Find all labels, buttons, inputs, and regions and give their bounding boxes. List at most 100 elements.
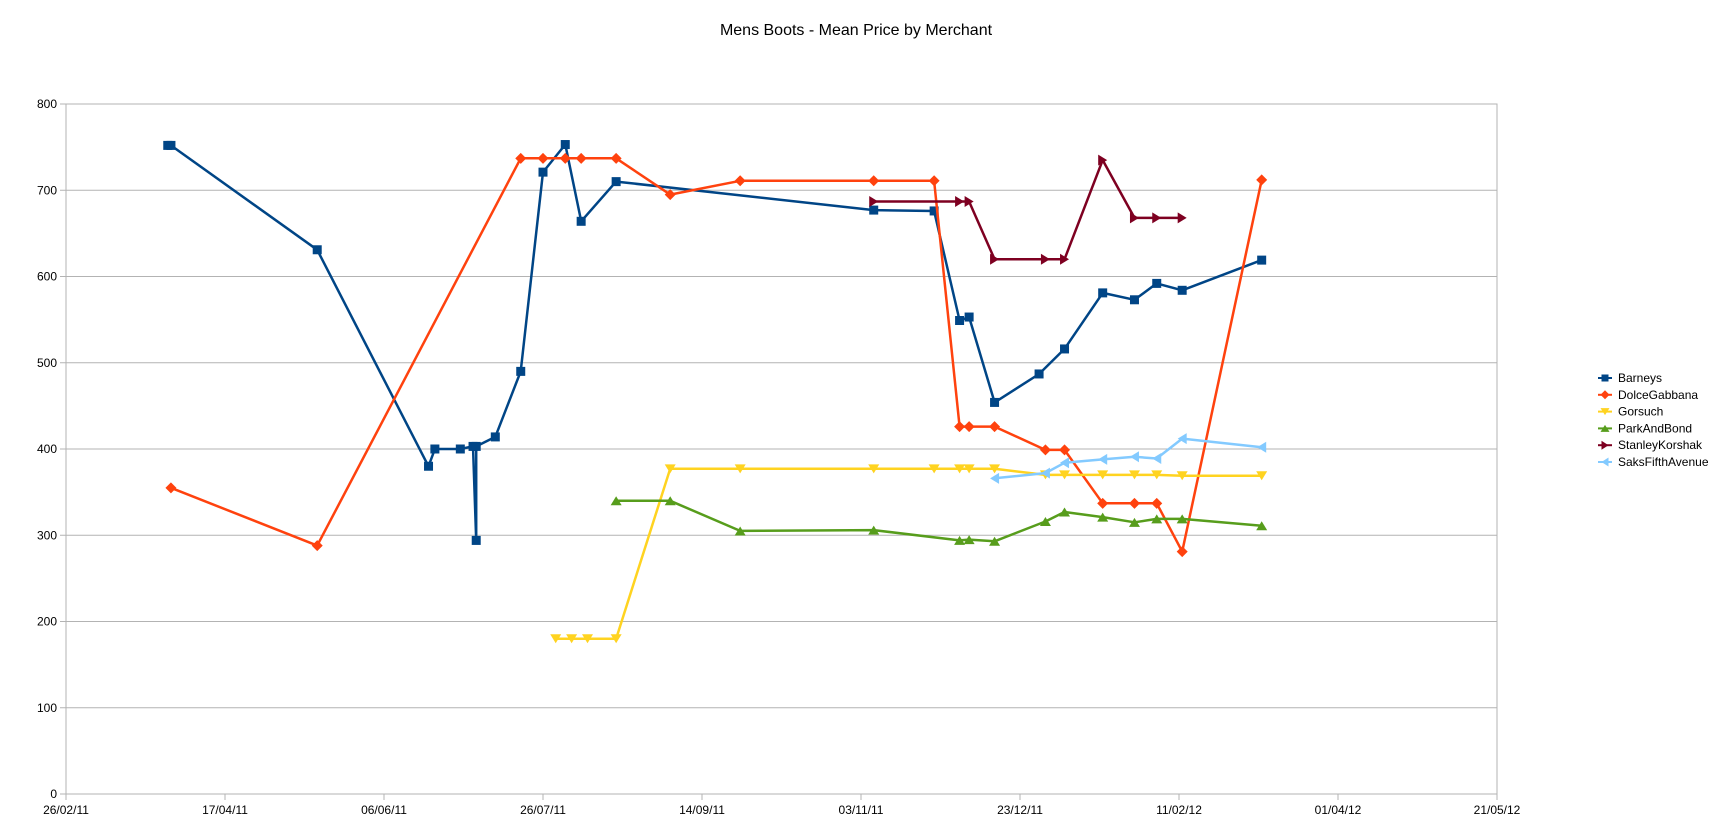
y-tick-label: 500 [37, 356, 57, 370]
data-point [1059, 444, 1071, 456]
data-point [868, 525, 880, 535]
legend: Barneys DolceGabbana Gorsuch ParkAndBond Sta… [1598, 371, 1709, 469]
data-point [1257, 441, 1267, 453]
data-point [424, 461, 434, 471]
data-point [550, 634, 562, 644]
x-tick-label: 03/11/11 [839, 803, 884, 817]
data-point [165, 482, 177, 494]
data-point [1040, 467, 1050, 479]
data-point [1059, 470, 1071, 480]
data-point [1059, 507, 1071, 517]
data-point [515, 152, 527, 164]
legend-item: DolceGabbana [1598, 388, 1698, 402]
data-point [928, 464, 940, 474]
data-point [964, 195, 974, 207]
data-point [471, 535, 481, 545]
data-point [734, 175, 746, 187]
x-tick-label: 06/06/11 [361, 803, 407, 817]
data-point [1152, 212, 1162, 224]
data-point [560, 140, 570, 150]
y-tick-label: 200 [37, 615, 57, 629]
x-tick-label: 17/04/11 [202, 803, 248, 817]
x-tick-label: 21/05/12 [1474, 803, 1521, 817]
data-point [471, 441, 481, 451]
data-point [955, 195, 965, 207]
data-point [610, 496, 622, 506]
data-point [1039, 516, 1051, 526]
data-point [1097, 497, 1109, 509]
series-stanleykorshak [869, 154, 1187, 265]
data-point [1060, 253, 1070, 265]
data-point [516, 366, 526, 376]
data-point [964, 312, 974, 322]
legend-item: SaksFifthAvenue [1598, 455, 1709, 469]
data-point [610, 634, 622, 644]
data-point [1177, 212, 1187, 224]
data-point [664, 189, 676, 201]
series-barneys [163, 140, 1267, 545]
data-point [610, 152, 622, 164]
data-point [575, 152, 587, 164]
y-tick-label: 0 [50, 787, 57, 801]
data-point [1098, 154, 1108, 166]
data-point [990, 397, 1000, 407]
data-point [963, 535, 975, 545]
data-point [1128, 517, 1140, 527]
data-point [1098, 288, 1108, 298]
legend-swatch-marker [1600, 390, 1610, 400]
legend-label: StanleyKorshak [1618, 438, 1703, 452]
data-point [954, 535, 966, 545]
data-point [1256, 174, 1268, 186]
legend-label: ParkAndBond [1618, 421, 1692, 435]
data-point [955, 315, 965, 325]
data-point [734, 526, 746, 536]
data-point [576, 216, 586, 226]
data-point [1176, 514, 1188, 524]
data-point [734, 464, 746, 474]
gridlines [65, 103, 1498, 795]
data-point [1129, 295, 1139, 305]
series-saksfifthavenue [990, 433, 1267, 484]
legend-item: Gorsuch [1598, 405, 1663, 419]
data-point [311, 540, 323, 552]
y-tick-label: 300 [37, 528, 57, 542]
data-point [1177, 433, 1187, 445]
data-point [1152, 278, 1162, 288]
data-point [1060, 344, 1070, 354]
data-point [1257, 255, 1267, 265]
data-point [928, 175, 940, 187]
legend-label: SaksFifthAvenue [1618, 455, 1709, 469]
x-tick-label: 26/02/11 [43, 803, 89, 817]
data-point [312, 245, 322, 255]
data-point [430, 444, 440, 454]
series-line [616, 499, 1262, 543]
data-point [989, 536, 1001, 546]
data-point [963, 464, 975, 474]
y-tick-label: 600 [37, 270, 57, 284]
data-point [1128, 497, 1140, 509]
data-point [1176, 546, 1188, 558]
data-point [1152, 452, 1162, 464]
data-point [455, 444, 465, 454]
legend-swatch-marker [1600, 408, 1610, 416]
data-point [664, 496, 676, 506]
data-point [990, 253, 1000, 265]
data-point [166, 140, 176, 150]
data-point [1129, 451, 1139, 463]
data-point [869, 195, 879, 207]
chart-title: Mens Boots - Mean Price by Merchant [720, 22, 993, 39]
data-point [869, 205, 879, 215]
series-line [873, 158, 1183, 261]
data-point [868, 464, 880, 474]
y-tick-label: 700 [37, 183, 57, 197]
series-parkandbond [610, 496, 1268, 546]
data-point [954, 464, 966, 474]
axes: 0 100 200 300 400 500 600 700 800 26/02/11 17/04/1… [37, 97, 1521, 817]
data-point [1034, 369, 1044, 379]
data-point [1256, 521, 1268, 531]
data-point [954, 421, 966, 433]
legend-label: Barneys [1618, 371, 1662, 385]
series-gorsuch [550, 464, 1268, 644]
data-point [1151, 497, 1163, 509]
